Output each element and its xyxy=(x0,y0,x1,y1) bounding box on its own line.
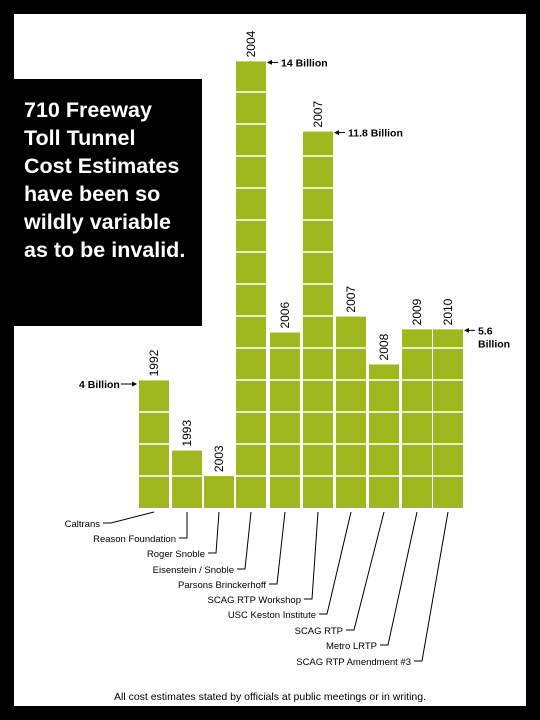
source-leader-5 xyxy=(304,511,319,600)
annotation-line: 11.8 Billion xyxy=(348,128,403,140)
year-label-2: 2003 xyxy=(212,445,226,472)
source-label-5: SCAG RTP Workshop xyxy=(208,595,301,606)
year-label-3: 2004 xyxy=(244,30,258,57)
source-label-1: Reason Foundation xyxy=(93,534,176,545)
year-label-1: 1993 xyxy=(180,420,194,447)
source-label-7: SCAG RTP xyxy=(295,626,343,637)
year-label-8: 2009 xyxy=(410,298,424,325)
source-label-8: Metro LRTP xyxy=(326,641,377,652)
source-leader-3 xyxy=(237,511,252,570)
source-label-9: SCAG RTP Amendment #3 xyxy=(296,657,411,668)
year-label-7: 2008 xyxy=(377,333,391,360)
bar-2007-5 xyxy=(303,131,333,508)
source-leader-2 xyxy=(208,511,220,554)
annotation-arrow-head xyxy=(464,327,469,333)
year-label-4: 2006 xyxy=(278,302,292,329)
year-label-0: 1992 xyxy=(147,349,161,376)
source-label-0: Caltrans xyxy=(65,519,101,530)
year-label-9: 2010 xyxy=(441,298,455,325)
bar-1993-1 xyxy=(172,450,202,508)
headline-text: 710 Freeway Toll Tunnel Cost Estimates h… xyxy=(24,98,186,262)
annotation-line: 5.6 xyxy=(478,325,493,337)
source-leader-9 xyxy=(414,511,449,662)
annotation-1: 14 Billion xyxy=(281,57,328,69)
annotation-arrow-head xyxy=(334,130,339,136)
source-leader-6 xyxy=(319,511,352,615)
source-leader-7 xyxy=(346,511,385,631)
headline-box xyxy=(0,79,202,326)
source-leader-1 xyxy=(179,512,188,539)
annotation-line: Billion xyxy=(478,338,510,350)
bar-2010-9 xyxy=(433,329,463,508)
bar-2003-2 xyxy=(204,476,234,508)
bar-2008-7 xyxy=(369,364,399,508)
year-label-5: 2007 xyxy=(311,101,325,128)
annotation-line: 14 Billion xyxy=(281,57,328,69)
source-leader-0 xyxy=(103,511,155,524)
source-leader-8 xyxy=(380,511,418,646)
annotation-3: 5.6 Billion xyxy=(478,325,510,350)
year-label-6: 2007 xyxy=(344,286,358,313)
bar-2009-8 xyxy=(402,329,432,508)
annotation-arrow-head xyxy=(267,59,272,65)
source-label-3: Eisenstein / Snoble xyxy=(153,565,234,576)
annotation-0: 4 Billion xyxy=(79,379,120,391)
source-label-6: USC Keston Institute xyxy=(228,610,316,621)
bar-2006-4 xyxy=(270,332,300,508)
annotation-2: 11.8 Billion xyxy=(348,128,403,140)
annotation-arrow-head xyxy=(132,381,137,387)
footnote: All cost estimates stated by officials a… xyxy=(113,691,427,703)
source-leader-4 xyxy=(269,511,286,585)
source-label-2: Roger Snoble xyxy=(147,549,205,560)
source-label-4: Parsons Brinckerhoff xyxy=(178,580,266,591)
